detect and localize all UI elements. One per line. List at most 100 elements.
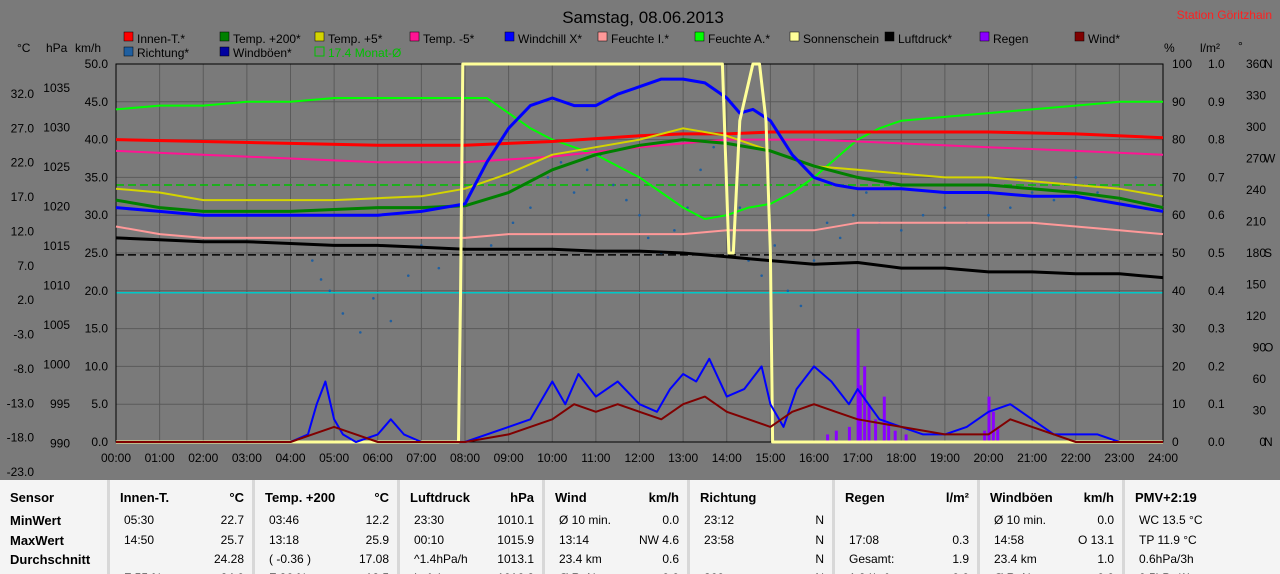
column-header: Regen [845,490,885,505]
table-row: 23.4 km 0.6 [545,552,679,570]
direction-point [838,236,842,240]
direction-point [773,244,777,247]
direction-point [673,229,676,232]
table-row: 13:18 25.9 [255,533,389,551]
x-tick-label: 20:00 [973,451,1003,465]
weather-chart: Samstag, 08.06.2013 Station Göritzhain °… [6,8,1276,479]
cell-value: 25.9 [365,533,389,547]
y-tick-temp: -3.0 [13,328,34,342]
y-tick-lm2: 0.5 [1208,246,1225,260]
legend-label: Windböen* [233,46,292,60]
y-tick-percent: 60 [1172,208,1186,222]
y-tick-hpa: 1025 [43,160,70,174]
cell-info: 23.4 km [559,552,602,566]
y-tick-temp: 22.0 [11,156,35,170]
x-tick-label: 00:00 [101,451,131,465]
series-temp-5 [115,138,1164,164]
table-column-regen: Regen l/m² 17:08 0.3 Gesamt: 1.9 1.9 l/m² 0.0 [835,480,977,574]
direction-point [559,160,563,164]
cell-info: 360 ° [704,571,732,574]
legend: Innen-T.* Temp. +200* Temp. +5* Temp. -5* Wi… [123,31,1120,60]
series-lines [115,62,1164,444]
cell-info: 1.9 l/m² [849,571,889,574]
unit-kmh: km/h [75,41,101,55]
y-tick-hpa: 1015 [43,239,70,253]
table-column-pmv: PMV+2:19 WC 13.5 °C TP 11.9 °C 0.6hPa/3h 0.5… [1125,480,1280,574]
rain-bar [887,423,891,442]
x-tick-label: 04:00 [275,451,305,465]
series-feuchte-a [115,97,1163,220]
cell-info: Gesamt: [849,552,895,566]
legend-label: Temp. +5* [328,32,383,46]
direction-point [699,168,702,172]
y-tick-kmh: 0.0 [91,435,108,449]
x-tick-label: 16:00 [799,451,829,465]
cell-info: 23:58 [704,533,735,547]
table-row: 14:58 O 13.1 [980,533,1114,551]
y-tick-degree: 330 [1246,89,1266,103]
legend-label: 17.4 Monat-Ø [328,46,401,60]
legend-swatch [694,31,705,42]
direction-point [825,221,829,225]
x-tick-label: 03:00 [232,451,262,465]
cell-value: 25.7 [220,533,244,547]
table-row: 23:30 1010.1 [400,513,534,531]
cell-value: 0.0 [1097,571,1114,574]
rain-bar [867,404,871,442]
legend-swatch [123,31,134,42]
table-row: Ø 10 min. 0.0 [545,513,679,531]
cell-info: 13:14 [559,533,590,547]
direction-point [328,289,332,293]
y-tick-kmh: 45.0 [85,95,109,109]
table-row: 24.28 [110,552,244,570]
table-column-innen-t: Innen-T. °C 05:30 22.7 14:50 25.7 24.28 F 55 % 2… [110,480,252,574]
cell-info: 14:50 [124,533,155,547]
table-row: 05:30 22.7 [110,513,244,531]
rain-bar [893,430,897,442]
y-tick-kmh: 50.0 [85,57,109,71]
direction-point [738,206,742,209]
rain-bar [826,434,830,442]
x-tick-label: 19:00 [930,451,960,465]
x-tick-label: 23:00 [1104,451,1134,465]
x-tick-label: 02:00 [188,451,218,465]
y-tick-degree: 90 [1253,341,1267,355]
legend-label: Regen [993,32,1028,46]
rain-bar [991,411,995,442]
x-tick-label: 15:00 [755,451,785,465]
cell-info: 17:08 [849,533,880,547]
legend-label: Temp. -5* [423,32,475,46]
legend-swatch [409,31,420,42]
legend-label: Richtung* [137,46,189,60]
column-header: Temp. +200 [265,490,336,505]
series-sonnenschein [116,62,1163,444]
cell-value: 12.5 [366,571,389,574]
y-tick-compass: N [1264,57,1273,71]
table-row: 00:10 1015.9 [400,533,534,551]
cell-value: 0.0 [662,513,679,527]
direction-point [372,297,375,300]
legend-label: Luftdruck* [898,32,952,46]
table-row: 23.4 km 1.0 [980,552,1114,570]
row-label: MaxWert [10,533,64,548]
cell-info: 14:58 [994,533,1025,547]
y-tick-lm2: 0.2 [1208,359,1225,373]
table-row: 0.5hPa/1h [1125,571,1272,574]
cell-info: ^1.4hPa/h [414,552,468,566]
cell-info: Luftdr. [414,571,447,574]
x-tick-label: 10:00 [537,451,567,465]
y-tick-degree: 150 [1246,278,1266,292]
x-tick-label: 14:00 [712,451,742,465]
y-tick-percent: 20 [1172,359,1186,373]
series-wind [116,395,1163,443]
table-row: 14:50 25.7 [110,533,244,551]
x-tick-label: 18:00 [886,451,916,465]
y-tick-kmh: 40.0 [85,133,109,147]
cell-info: 00:10 [414,533,445,547]
table-row: ^1.4hPa/h 1013.1 [400,552,534,570]
cell-value: 0.0 [952,571,969,574]
y-tick-lm2: 1.0 [1208,57,1225,71]
unit-celsius: °C [17,41,31,55]
y-tick-degree: 30 [1253,404,1267,418]
y-tick-percent: 10 [1172,397,1186,411]
